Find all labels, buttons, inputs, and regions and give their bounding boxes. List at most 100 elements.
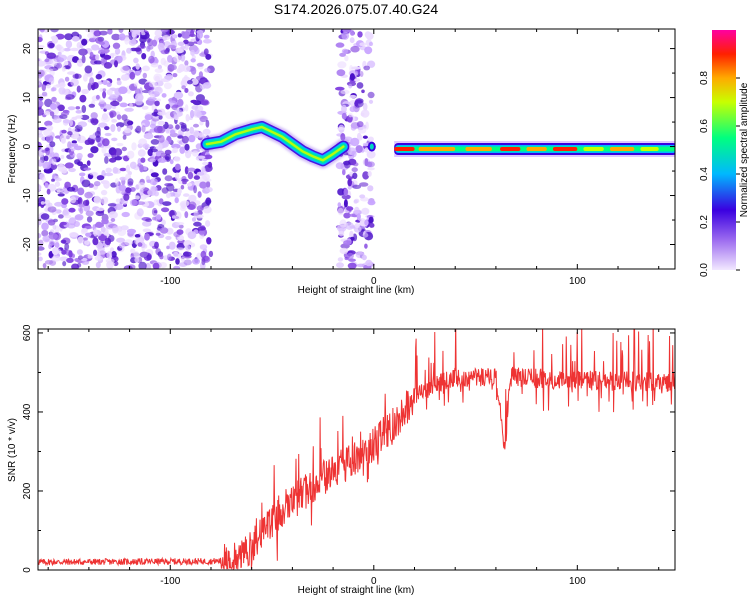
noise-speckle	[84, 65, 93, 74]
noise-speckle	[107, 29, 113, 35]
noise-speckle	[56, 62, 62, 69]
noise-speckle	[368, 99, 374, 104]
noise-speckle	[114, 48, 121, 55]
noise-speckle	[184, 60, 189, 66]
noise-speckle	[366, 161, 373, 168]
noise-speckle	[359, 42, 367, 47]
x-tick-label: -100	[160, 276, 180, 287]
noise-speckle	[104, 126, 110, 131]
noise-speckle	[158, 114, 163, 120]
noise-speckle	[116, 142, 124, 147]
noise-speckle	[74, 128, 81, 132]
noise-speckle	[141, 105, 149, 110]
noise-speckle	[131, 142, 137, 151]
noise-speckle	[64, 181, 71, 189]
noise-speckle	[187, 91, 194, 97]
noise-speckle	[146, 45, 151, 52]
y-tick-label: 0	[22, 143, 33, 149]
noise-speckle	[202, 161, 209, 166]
noise-speckle	[142, 228, 151, 233]
colorbar-ticks: 0.0 0.2 0.4 0.6 0.8	[699, 71, 740, 277]
noise-speckle	[349, 230, 354, 239]
noise-speckle	[139, 164, 144, 173]
noise-speckle	[185, 114, 190, 122]
noise-speckle	[177, 135, 184, 139]
noise-speckle	[197, 226, 206, 231]
noise-speckle	[181, 135, 189, 144]
noise-speckle	[61, 198, 69, 205]
noise-speckle	[121, 114, 128, 121]
noise-speckle	[46, 83, 51, 89]
noise-speckle	[343, 188, 349, 197]
noise-speckle	[158, 198, 164, 205]
noise-speckle	[57, 104, 65, 112]
noise-speckle	[205, 197, 212, 206]
snr-y-label: SNR (10 * v/v)	[7, 418, 18, 482]
noise-speckle	[88, 103, 96, 108]
noise-speckle	[43, 128, 53, 137]
noise-speckle	[78, 48, 88, 56]
noise-speckle	[110, 124, 116, 132]
noise-speckle	[106, 89, 113, 96]
noise-speckle	[134, 257, 140, 263]
noise-speckle	[40, 201, 45, 205]
noise-speckle	[51, 178, 55, 182]
noise-speckle	[352, 172, 358, 180]
noise-speckle	[164, 183, 174, 187]
noise-speckle	[98, 49, 106, 55]
noise-speckle	[107, 203, 117, 207]
y-tick-label: 10	[22, 92, 33, 104]
noise-speckle	[116, 114, 122, 120]
noise-speckle	[68, 207, 76, 213]
noise-speckle	[56, 189, 61, 194]
noise-speckle	[71, 133, 79, 140]
noise-speckle	[356, 82, 364, 89]
noise-speckle	[38, 252, 42, 257]
noise-speckle	[192, 150, 199, 157]
noise-speckle	[165, 235, 172, 240]
noise-speckle	[177, 187, 182, 195]
noise-speckle	[107, 261, 115, 266]
colorbar-tick-label: 0.0	[699, 263, 710, 277]
ridge-band	[205, 125, 345, 162]
noise-speckle	[180, 200, 190, 207]
noise-speckle	[114, 156, 122, 161]
noise-speckle	[145, 218, 153, 222]
noise-speckle	[106, 82, 112, 87]
noise-speckle	[193, 109, 202, 117]
noise-speckle	[55, 135, 62, 139]
y-tick-label: 400	[22, 403, 33, 420]
noise-speckle	[201, 257, 206, 266]
noise-speckle	[118, 242, 125, 249]
noise-speckle	[42, 235, 50, 243]
noise-speckle	[77, 198, 82, 204]
tone-hot-segment	[583, 147, 604, 151]
noise-speckle	[353, 226, 362, 233]
noise-speckle	[366, 150, 376, 159]
noise-speckle	[182, 180, 187, 185]
noise-speckle	[157, 223, 165, 229]
noise-speckle	[141, 125, 146, 133]
noise-speckle	[129, 199, 138, 207]
noise-speckle	[146, 254, 152, 261]
noise-speckle	[38, 183, 42, 192]
noise-speckle	[192, 129, 200, 138]
noise-speckle	[84, 225, 93, 230]
noise-speckle	[113, 148, 123, 157]
noise-speckle	[67, 106, 76, 111]
noise-speckle	[114, 203, 124, 210]
noise-speckle	[38, 127, 47, 131]
noise-speckle	[49, 141, 56, 148]
noise-speckle	[343, 212, 351, 219]
noise-speckle	[133, 82, 138, 87]
noise-speckle	[357, 31, 363, 38]
noise-speckle	[173, 156, 181, 162]
noise-speckle	[111, 119, 117, 123]
noise-speckle	[335, 86, 345, 91]
noise-speckle	[135, 201, 146, 206]
noise-speckle	[161, 219, 166, 226]
noise-speckle	[165, 73, 174, 81]
noise-speckle	[42, 161, 52, 170]
noise-speckle	[154, 75, 160, 83]
